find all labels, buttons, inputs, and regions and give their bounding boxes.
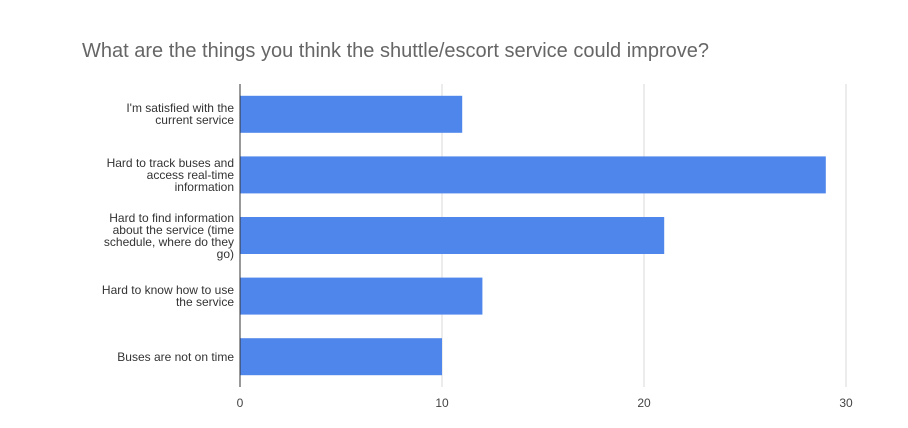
category-label-line: I'm satisfied with the [126, 101, 234, 116]
x-tick-label-3: 30 [839, 396, 853, 410]
category-label-line: about the service (time [112, 222, 234, 237]
category-label-line: Hard to find information [109, 210, 234, 225]
bar-3 [240, 277, 483, 315]
category-label-2: Hard to find information about the servic… [24, 212, 234, 260]
category-label-line: access real-time [146, 167, 234, 182]
category-label-line: current service [155, 113, 234, 128]
category-label-1: Hard to track buses and access real-time i… [24, 157, 234, 193]
x-tick-label-1: 10 [435, 396, 449, 410]
category-label-line: go) [216, 246, 234, 261]
category-label-0: I'm satisfied with the current service [24, 102, 234, 126]
bar-1 [240, 156, 826, 194]
x-tick-label-2: 20 [637, 396, 651, 410]
bar-4 [240, 338, 442, 376]
category-label-line: information [174, 179, 234, 194]
chart-title: What are the things you think the shuttl… [82, 40, 709, 62]
category-label-4: Buses are not on time [24, 351, 234, 363]
category-label-line: Hard to know how to use [101, 283, 234, 298]
category-label-line: Buses are not on time [117, 349, 234, 364]
bar-2 [240, 217, 665, 254]
category-label-line: Hard to track buses and [106, 155, 234, 170]
category-label-3: Hard to know how to use the service [24, 284, 234, 308]
category-label-line: the service [175, 295, 234, 310]
x-tick-label-0: 0 [236, 396, 244, 410]
category-label-line: schedule, where do they [103, 234, 234, 249]
bar-0 [240, 95, 463, 133]
